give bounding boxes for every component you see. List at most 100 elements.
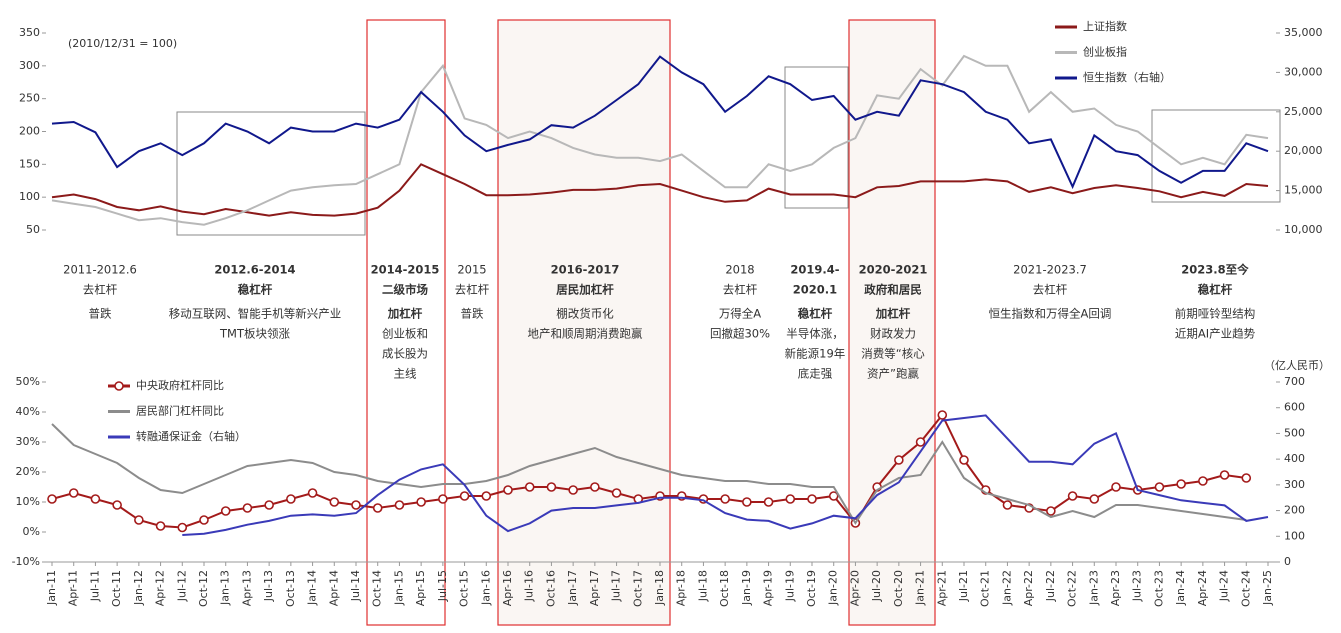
- x-tick-label: Oct-24: [1239, 570, 1252, 607]
- period-text: 2023.8至今: [1181, 263, 1249, 277]
- period-box: [848, 19, 936, 626]
- x-tick-label: Oct-15: [458, 570, 471, 607]
- period-text: 2012.6-2014: [214, 263, 295, 277]
- point-marker: [1154, 482, 1165, 492]
- x-tick-label: Jan-19: [740, 570, 753, 606]
- x-tick-label: Jan-16: [479, 570, 492, 606]
- point-marker: [112, 500, 122, 510]
- y-tick-label: -10%: [12, 555, 40, 568]
- y2-tick-label: 200: [1284, 504, 1305, 517]
- period-text: 近期AI产业趋势: [1175, 327, 1256, 341]
- point-marker: [546, 482, 557, 492]
- period-text: 2011-2012.6: [63, 263, 137, 277]
- period-text: 二级市场: [382, 283, 428, 297]
- period-text: 去杠杆: [723, 283, 758, 297]
- period-text: 政府和居民: [864, 283, 922, 297]
- point-marker: [307, 488, 318, 498]
- period-text: 底走强: [798, 367, 833, 381]
- period-text: 棚改货币化: [556, 307, 614, 321]
- point-marker: [177, 522, 188, 533]
- point-marker: [416, 497, 426, 507]
- y-tick-label: 350: [19, 26, 40, 39]
- x-tick-label: Jul-13: [262, 570, 275, 602]
- period-text: 回撤超30%: [710, 327, 770, 341]
- point-marker: [720, 494, 730, 504]
- period-text: 普跌: [461, 307, 484, 321]
- x-tick-label: Jan-24: [1174, 570, 1187, 606]
- period-text: 2020-2021: [859, 263, 928, 277]
- point-marker: [1198, 476, 1208, 486]
- point-marker: [590, 482, 600, 492]
- x-tick-label: Oct-13: [284, 570, 297, 607]
- x-tick-label: Apr-21: [935, 570, 948, 606]
- period-text: 移动互联网、智能手机等新兴产业: [169, 307, 342, 321]
- period-text: 财政发力: [870, 327, 916, 341]
- y2-tick-label: 0: [1284, 555, 1291, 568]
- y2-tick-label: 10,000: [1284, 223, 1323, 236]
- period-shade: [498, 20, 670, 625]
- legend-label: 转融通保证金（右轴）: [136, 429, 246, 443]
- x-tick-label: Apr-18: [675, 570, 688, 606]
- x-tick-label: Jan-25: [1261, 570, 1274, 606]
- y2-tick-label: 400: [1284, 452, 1305, 465]
- point-marker: [372, 503, 383, 513]
- period-text: 2020.1: [793, 283, 837, 297]
- x-tick-label: Jan-18: [653, 570, 666, 606]
- period-text: 加杠杆: [387, 307, 423, 321]
- y2-tick-label: 30,000: [1284, 65, 1323, 78]
- x-tick-label: Apr-13: [240, 570, 253, 606]
- y2-tick-label: 600: [1284, 401, 1305, 414]
- legend-label: 创业板指: [1083, 45, 1127, 59]
- point-marker: [1241, 473, 1252, 483]
- y-tick-label: 30%: [16, 435, 40, 448]
- x-tick-label: Oct-14: [371, 570, 384, 607]
- point-marker: [1089, 494, 1100, 504]
- x-tick-label: Jan-17: [566, 570, 579, 606]
- point-marker: [199, 515, 209, 525]
- x-tick-label: Jul-17: [610, 570, 623, 602]
- period-shade: [849, 20, 935, 625]
- series-line: [51, 54, 1269, 226]
- point-marker: [937, 410, 948, 420]
- x-tick-label: Apr-14: [327, 570, 340, 606]
- period-box: [784, 66, 849, 209]
- point-marker: [894, 455, 904, 465]
- period-text: 2019.4-: [790, 263, 839, 277]
- y-tick-label: 100: [19, 190, 40, 203]
- point-marker: [503, 485, 513, 495]
- x-tick-label: Jan-23: [1087, 570, 1100, 606]
- x-tick-label: Jul-16: [523, 570, 536, 602]
- point-marker: [220, 506, 231, 516]
- point-marker: [959, 455, 969, 465]
- x-tick-label: Apr-23: [1109, 570, 1122, 606]
- period-text: 2021-2023.7: [1013, 263, 1087, 277]
- period-text: 2014-2015: [371, 263, 440, 277]
- x-tick-label: Oct-20: [892, 570, 905, 607]
- x-tick-label: Apr-24: [1196, 570, 1209, 606]
- x-tick-label: Oct-23: [1152, 570, 1165, 607]
- x-tick-label: Oct-21: [979, 570, 992, 607]
- period-text: 前期哑铃型结构: [1175, 307, 1256, 321]
- point-marker: [1219, 470, 1230, 480]
- x-tick-label: Jan-20: [827, 570, 840, 606]
- point-marker: [785, 494, 796, 504]
- point-marker: [68, 488, 79, 498]
- point-marker: [828, 491, 839, 501]
- x-tick-label: Jul-11: [88, 570, 101, 602]
- period-text: 2018: [725, 263, 754, 277]
- point-marker: [394, 500, 405, 510]
- period-text: 2015: [457, 263, 486, 277]
- x-tick-label: Apr-12: [154, 570, 167, 606]
- period-text: 消费等“核心: [861, 347, 925, 361]
- x-tick-label: Oct-19: [805, 570, 818, 607]
- point-marker: [611, 488, 622, 498]
- index-note: (2010/12/31 = 100): [68, 37, 177, 50]
- period-text: 资产”跑赢: [867, 367, 919, 381]
- y2-tick-label: 100: [1284, 529, 1305, 542]
- legend-label: 中央政府杠杆同比: [136, 378, 224, 392]
- x-tick-label: Apr-19: [762, 570, 775, 606]
- period-text: 创业板和: [382, 327, 428, 341]
- y2-tick-label: 15,000: [1284, 184, 1323, 197]
- point-marker: [438, 494, 448, 504]
- period-text: 成长股为: [382, 347, 428, 361]
